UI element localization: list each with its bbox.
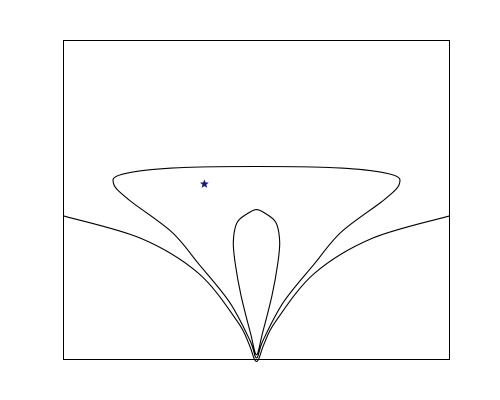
contour-line-inner bbox=[232, 209, 281, 356]
marker-layer bbox=[199, 179, 209, 188]
contour-layer bbox=[63, 165, 450, 363]
star-marker-0 bbox=[199, 179, 209, 188]
contour-line-outer bbox=[63, 215, 450, 363]
contour-line-middle bbox=[112, 165, 401, 359]
plot-area-frame bbox=[63, 40, 450, 360]
